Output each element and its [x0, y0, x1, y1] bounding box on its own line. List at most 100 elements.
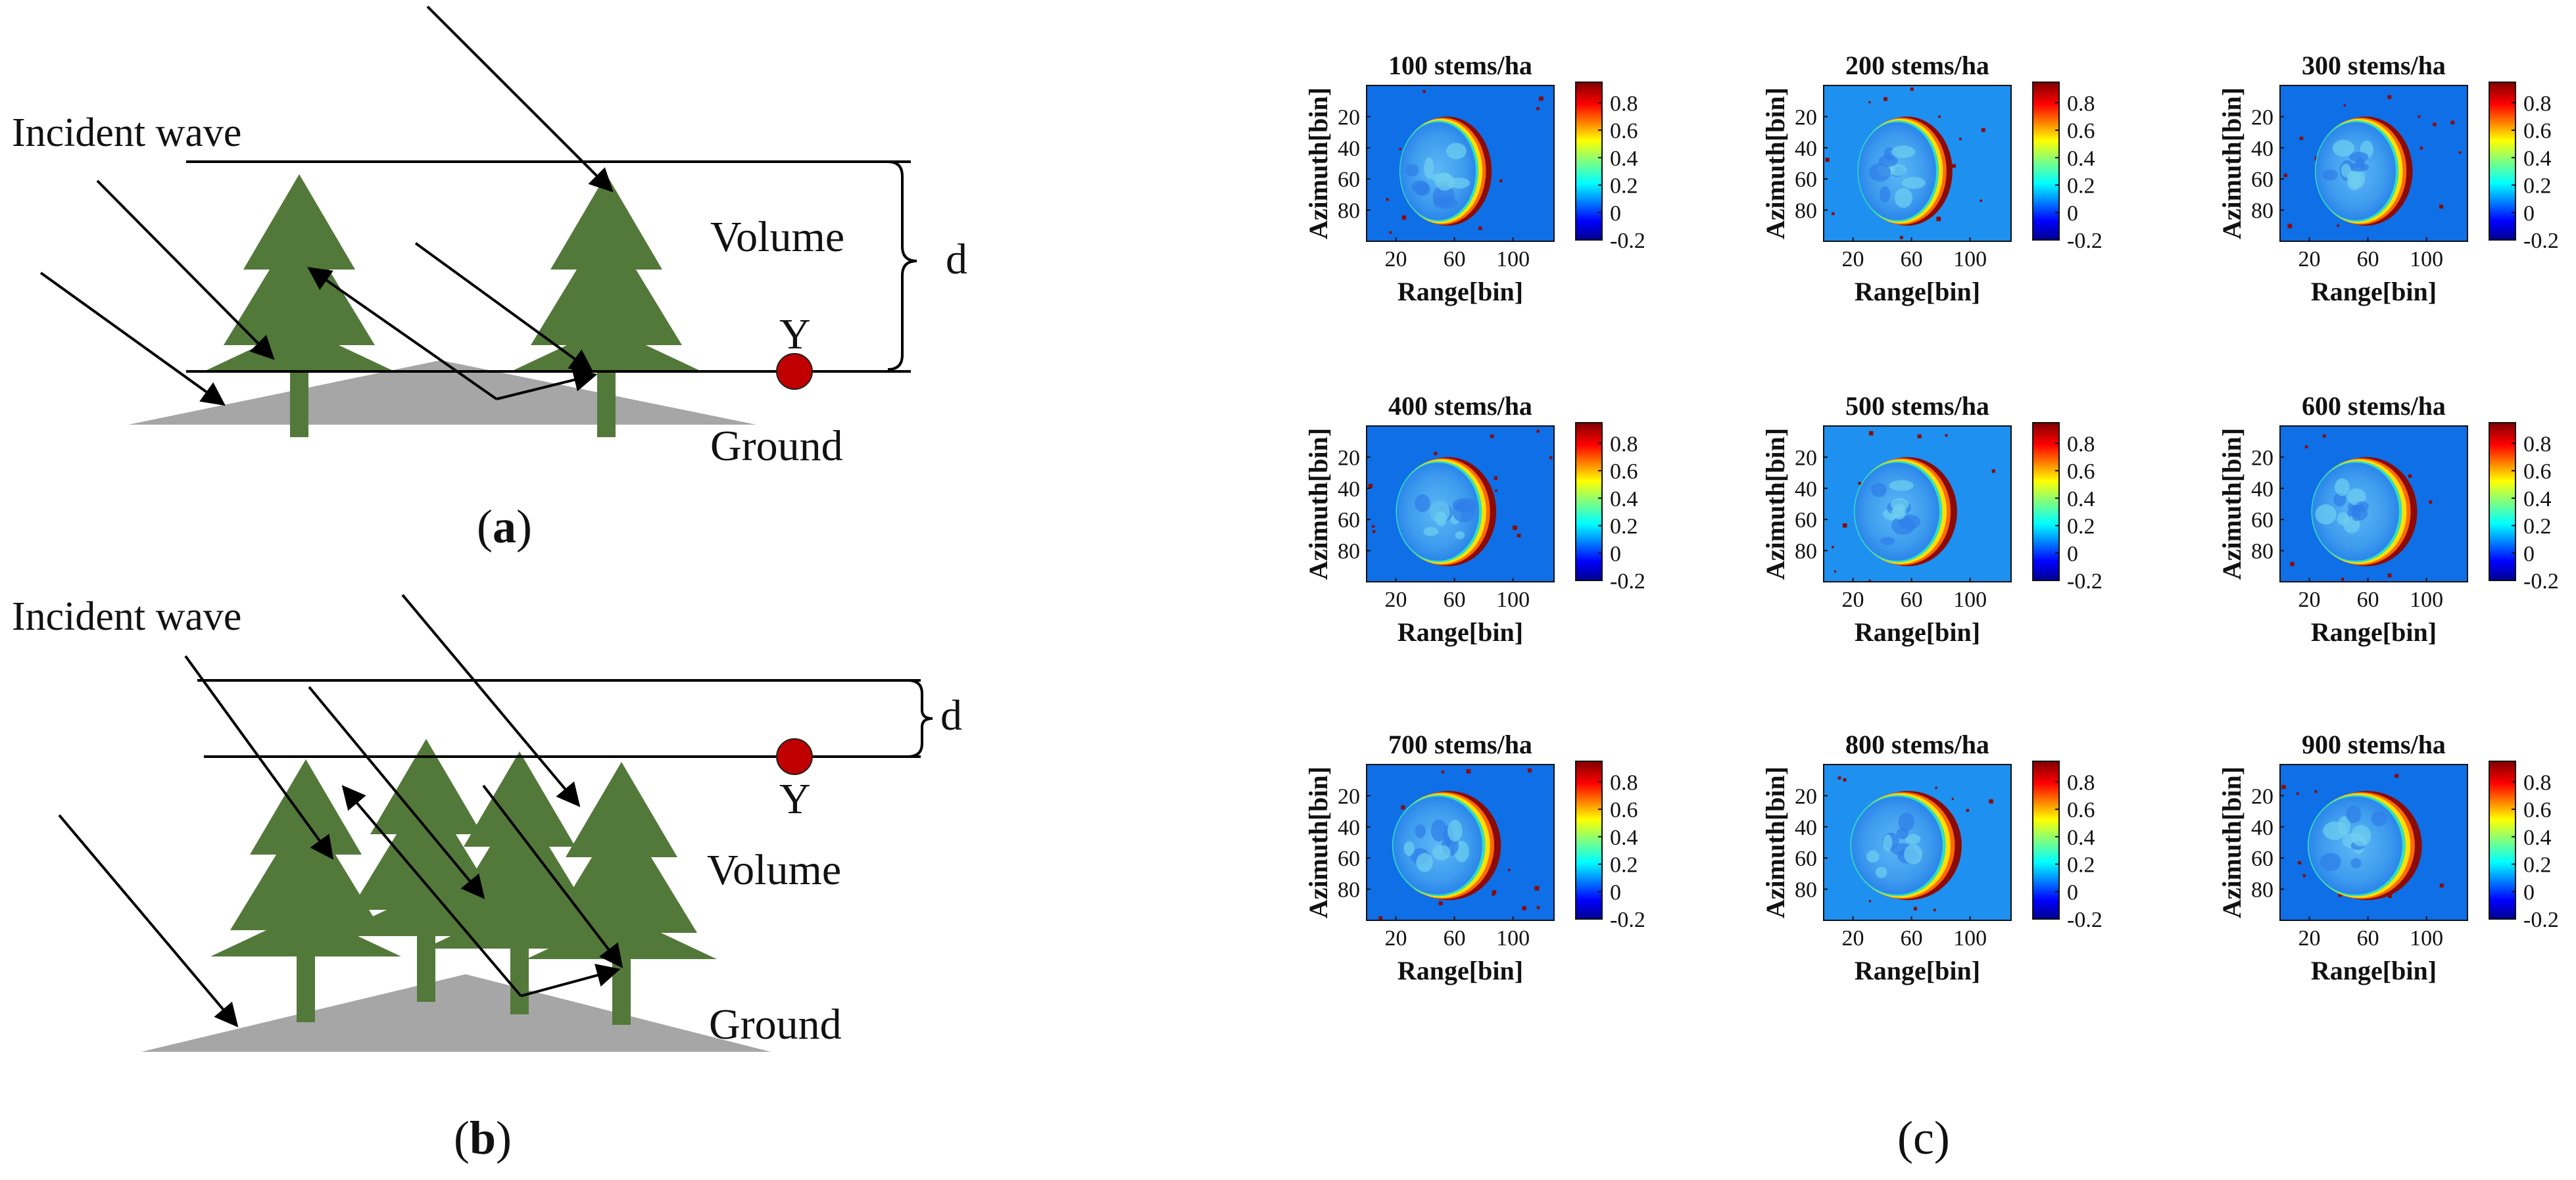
- speckle: [2439, 204, 2444, 209]
- y-tick-label: 20: [1338, 446, 1360, 470]
- speckle: [1837, 776, 1841, 780]
- speckle: [1991, 469, 1995, 473]
- speckle: [1858, 482, 1861, 485]
- interior-variation: [1415, 494, 1430, 513]
- speckle: [1868, 101, 1871, 104]
- y-tick-label: 60: [2251, 168, 2273, 192]
- speckle: [1499, 179, 1503, 183]
- thickness-label: d: [946, 235, 967, 283]
- speckle: [1441, 770, 1444, 774]
- colorbar-tick-label: 0.6: [2523, 798, 2552, 822]
- speckle: [1378, 916, 1383, 920]
- colorbar: [1575, 82, 1603, 241]
- heatmap-image: [2280, 426, 2467, 582]
- reference-point-y-label: Y: [779, 310, 811, 358]
- subplot-title: 100 stems/ha: [1388, 51, 1532, 80]
- colorbar-tick-label: 0.4: [2523, 147, 2552, 171]
- speckle: [2387, 573, 2392, 578]
- interior-variation: [1898, 813, 1914, 832]
- interior-variation: [2350, 824, 2371, 847]
- colorbar-tick-label: -0.2: [1610, 229, 1645, 253]
- speckle: [1495, 489, 1497, 492]
- speckle: [1980, 199, 1982, 202]
- interior-variation: [2349, 151, 2369, 162]
- speckle: [1527, 768, 1532, 773]
- subplot-title: 200 stems/ha: [1845, 51, 1989, 80]
- speckle: [2283, 174, 2288, 177]
- colorbar-tick-label: 0.4: [1610, 487, 1638, 511]
- x-tick-label: 100: [1953, 926, 1987, 951]
- density-subplot: 500 stems/ha 20 40 60 80 20 60 100 Range[bin] Azi…: [1761, 391, 2102, 647]
- colorbar: [2489, 82, 2516, 241]
- speckle: [1868, 579, 1871, 582]
- y-axis-label: Azimuth[bin]: [1303, 87, 1333, 239]
- speckle: [2388, 894, 2392, 898]
- colorbar-tick-label: 0: [2067, 880, 2078, 905]
- colorbar-tick-label: 0: [2523, 880, 2535, 905]
- speckle: [2296, 792, 2299, 795]
- incident-wave-arrow: [39, 271, 226, 406]
- reference-point-y: [776, 353, 813, 390]
- colorbar-tick-label: 0.2: [2067, 174, 2095, 199]
- colorbar-tick-label: 0.8: [2523, 432, 2552, 456]
- interior-variation: [1878, 155, 1898, 167]
- x-tick-label: 100: [1496, 926, 1530, 951]
- x-tick-label: 60: [2357, 247, 2379, 271]
- density-subplot: 400 stems/ha 20 40 60 80 20 60 100 Range[bin] Azi…: [1303, 391, 1645, 647]
- colorbar-tick-label: 0.6: [2523, 119, 2552, 143]
- speckle: [1899, 235, 1903, 239]
- speckle: [1478, 226, 1482, 231]
- interior-variation: [2347, 488, 2366, 506]
- panel-b-caption-letter: b: [470, 1112, 496, 1164]
- speckle: [2337, 224, 2339, 227]
- y-tick-label: 20: [1795, 446, 1817, 470]
- reference-point-y-label: Y: [779, 775, 811, 823]
- speckle: [1401, 805, 1405, 810]
- svg-text:(a): (a): [477, 500, 532, 553]
- interior-variation: [1880, 536, 1895, 546]
- scattered-wave-arrow: [341, 785, 522, 997]
- colorbar-tick-label: 0.8: [1610, 770, 1638, 795]
- colorbar-tick-label: 0.6: [2067, 119, 2095, 143]
- incident-wave-arrow: [308, 686, 485, 899]
- heatmap-frame: [2279, 425, 2468, 582]
- colorbar-tick-label: 0: [1610, 880, 1621, 905]
- ground-surface: [141, 974, 771, 1052]
- speckle: [2387, 95, 2392, 99]
- speckle: [1834, 570, 1837, 573]
- interior-variation: [1875, 866, 1887, 878]
- speckle: [1401, 215, 1407, 220]
- density-subplot: 300 stems/ha 20 40 60 80 20 60 100 Range[bin] Azi…: [2217, 51, 2559, 306]
- interior-variation: [1432, 845, 1451, 861]
- x-axis-label: Range[bin]: [2311, 617, 2437, 647]
- interior-variation: [1891, 516, 1915, 535]
- y-tick-label: 60: [1795, 168, 1817, 192]
- scattered-wave-arrow: [520, 964, 621, 997]
- x-axis-label: Range[bin]: [1397, 617, 1523, 647]
- speckle: [1832, 546, 1834, 549]
- panel-b-caption-open: (: [454, 1112, 470, 1164]
- x-tick-label: 20: [1385, 588, 1407, 612]
- x-tick-label: 60: [1901, 588, 1923, 612]
- x-axis-label: Range[bin]: [1397, 956, 1523, 985]
- incident-wave-arrow: [401, 594, 581, 807]
- speckle: [1372, 530, 1376, 533]
- speckle: [1966, 809, 1970, 812]
- x-tick-label: 20: [1842, 926, 1864, 951]
- speckle: [1989, 799, 1993, 804]
- x-axis-label: Range[bin]: [2311, 277, 2437, 306]
- y-tick-label: 80: [2251, 540, 2273, 564]
- colorbar-tick-label: 0.4: [1610, 147, 1638, 171]
- y-tick-label: 40: [2251, 816, 2273, 840]
- colorbar-tick-label: 0: [1610, 542, 1621, 566]
- y-tick-label: 40: [1795, 816, 1817, 840]
- heatmap-frame: [2279, 764, 2468, 921]
- speckle: [1910, 87, 1914, 91]
- colorbar-tick-label: 0.2: [1610, 515, 1638, 539]
- speckle: [1549, 456, 1553, 460]
- y-tick-label: 40: [1338, 477, 1360, 502]
- speckle: [1517, 533, 1521, 538]
- interior-variation: [1905, 834, 1921, 845]
- x-tick-label: 20: [1842, 588, 1864, 612]
- speckle: [2299, 136, 2304, 141]
